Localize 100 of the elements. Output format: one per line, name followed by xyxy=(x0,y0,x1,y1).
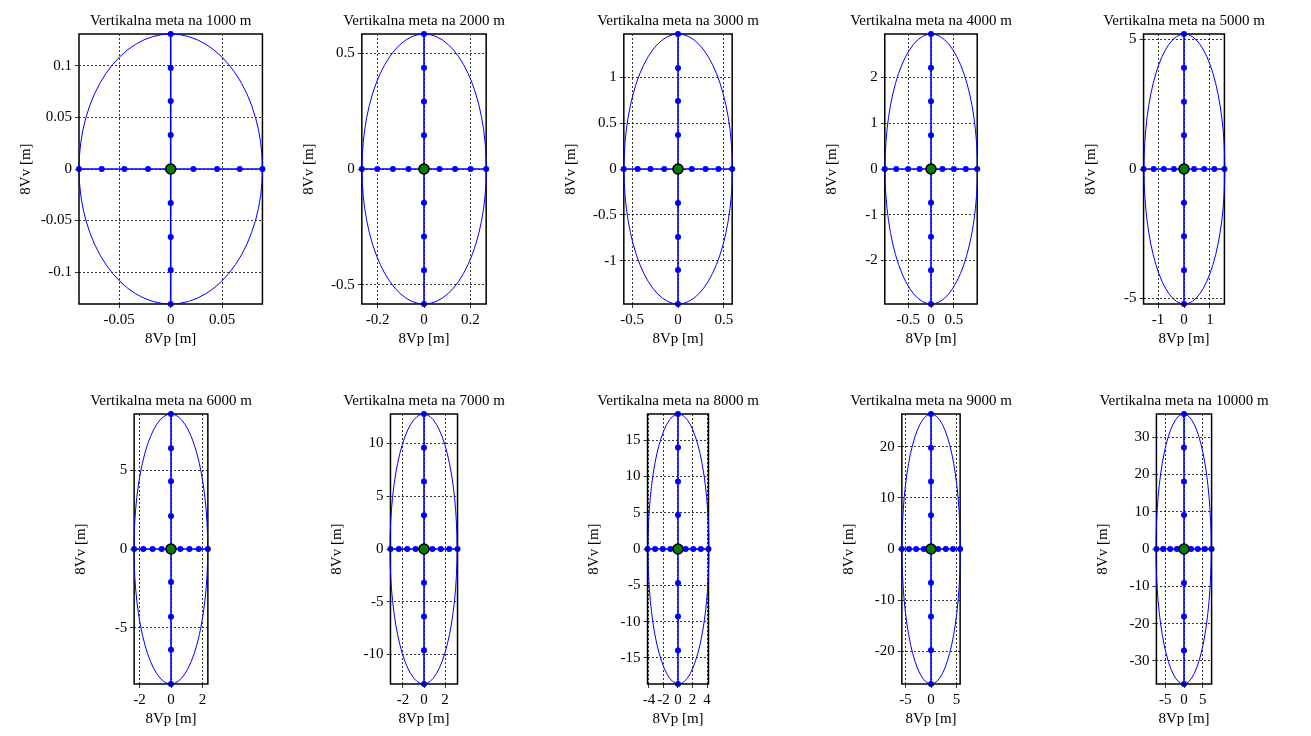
x-tick-label: 4 xyxy=(703,690,712,707)
y-tick-label: -0.1 xyxy=(48,262,73,279)
x-tick-label: 2 xyxy=(441,690,449,707)
y-tick-label: 5 xyxy=(633,503,641,520)
x-tick-label: 0 xyxy=(927,310,935,327)
y-tick-label: 5 xyxy=(119,461,128,478)
x-tick-label: 0 xyxy=(674,690,682,707)
x-tick-label: -2 xyxy=(133,690,146,707)
y-tick-label: 20 xyxy=(879,437,895,454)
y-tick-label: -5 xyxy=(628,576,641,593)
y-axis-title: 8Vv [m] xyxy=(585,523,602,575)
y-tick-label: 0 xyxy=(375,539,384,556)
y-tick-label: -10 xyxy=(874,591,895,608)
x-axis-title: 8Vp [m] xyxy=(905,329,957,346)
y-tick-label: 0 xyxy=(347,159,355,176)
y-tick-label: -0.5 xyxy=(331,275,355,292)
y-tick-label: 10 xyxy=(879,488,895,505)
y-axis-title: 8Vv [m] xyxy=(561,143,578,195)
y-tick-label: 0 xyxy=(1141,539,1150,556)
y-tick-label: 0 xyxy=(887,539,895,556)
y-tick-label: 0.05 xyxy=(46,108,73,125)
y-tick-label: -0.05 xyxy=(41,211,73,228)
y-tick-label: 10 xyxy=(368,434,384,451)
chart-title: Vertikalna meta na 9000 m xyxy=(850,392,1013,408)
x-tick-label: 0 xyxy=(167,310,175,327)
y-tick-label: 0 xyxy=(1129,159,1137,176)
x-tick-label: -4 xyxy=(642,690,656,707)
x-axis-title: 8Vp [m] xyxy=(398,329,450,346)
y-axis-title: 8Vv [m] xyxy=(299,143,316,195)
x-tick-label: 5 xyxy=(952,690,961,707)
y-tick-label: 2 xyxy=(870,68,878,85)
x-tick-label: -2 xyxy=(657,690,670,707)
x-tick-label: 0 xyxy=(420,690,428,707)
y-tick-label: 20 xyxy=(1134,465,1150,482)
y-tick-label: -5 xyxy=(1124,289,1137,306)
y-tick-label: 15 xyxy=(625,431,641,448)
x-tick-label: 2 xyxy=(198,690,207,707)
x-tick-label: 0 xyxy=(674,310,682,327)
x-tick-label: 0 xyxy=(927,690,935,707)
y-tick-label: -5 xyxy=(370,592,384,609)
x-tick-label: -5 xyxy=(1159,690,1172,707)
y-tick-label: -5 xyxy=(114,618,128,635)
y-tick-label: 0.5 xyxy=(336,43,355,60)
chart-title: Vertikalna meta na 4000 m xyxy=(850,12,1013,28)
y-axis-title: 8Vv [m] xyxy=(17,143,34,195)
chart-title: Vertikalna meta na 3000 m xyxy=(597,12,760,28)
y-tick-label: -20 xyxy=(1129,614,1150,631)
y-tick-label: -10 xyxy=(620,612,641,629)
x-tick-label: -0.2 xyxy=(365,310,390,327)
x-axis-title: 8Vp [m] xyxy=(652,329,704,346)
y-tick-label: 1 xyxy=(609,68,617,85)
y-axis-title: 8Vv [m] xyxy=(839,523,856,575)
x-axis-title: 8Vp [m] xyxy=(145,329,197,346)
y-tick-label: 5 xyxy=(375,487,384,504)
x-axis-title: 8Vp [m] xyxy=(652,709,704,726)
y-tick-label: 10 xyxy=(1134,502,1150,519)
y-axis-title: 8Vv [m] xyxy=(328,523,345,575)
y-tick-label: -30 xyxy=(1129,651,1150,668)
y-tick-label: -1 xyxy=(865,205,878,222)
y-tick-label: 1 xyxy=(870,114,878,131)
y-tick-label: 0.5 xyxy=(598,114,617,131)
x-axis-title: 8Vp [m] xyxy=(1158,709,1210,726)
y-tick-label: -1 xyxy=(604,251,617,268)
x-tick-label: -0.5 xyxy=(896,310,920,327)
chart-title: Vertikalna meta na 2000 m xyxy=(343,12,506,28)
x-tick-label: -1 xyxy=(1151,310,1165,327)
y-tick-label: 30 xyxy=(1134,428,1150,445)
y-tick-label: 10 xyxy=(625,467,641,484)
chart-title: Vertikalna meta na 5000 m xyxy=(1103,12,1266,28)
y-axis-title: 8Vv [m] xyxy=(822,143,839,195)
y-tick-label: -20 xyxy=(874,642,895,659)
y-tick-label: 5 xyxy=(1129,30,1137,47)
chart-title: Vertikalna meta na 7000 m xyxy=(343,392,506,408)
x-tick-label: 0 xyxy=(1180,690,1188,707)
x-axis-title: 8Vp [m] xyxy=(145,709,197,726)
x-tick-label: 0.5 xyxy=(714,310,734,327)
x-tick-label: 0 xyxy=(1180,310,1188,327)
y-tick-label: 0.1 xyxy=(53,56,73,73)
chart-title: Vertikalna meta na 6000 m xyxy=(90,392,253,408)
x-tick-label: 2 xyxy=(688,690,697,707)
y-tick-label: -2 xyxy=(865,251,878,268)
y-tick-label: 0 xyxy=(64,159,73,176)
y-axis-title: 8Vv [m] xyxy=(72,523,89,575)
x-tick-label: 0.05 xyxy=(209,310,236,327)
x-tick-label: 0 xyxy=(167,690,175,707)
x-tick-label: 0 xyxy=(420,310,428,327)
y-axis-title: 8Vv [m] xyxy=(1081,143,1098,195)
x-tick-label: 1 xyxy=(1206,310,1214,327)
chart-title: Vertikalna meta na 10000 m xyxy=(1099,392,1269,408)
y-tick-label: 0 xyxy=(609,159,617,176)
chart-title: Vertikalna meta na 1000 m xyxy=(90,12,253,28)
x-tick-label: 5 xyxy=(1198,690,1207,707)
x-axis-title: 8Vp [m] xyxy=(398,709,450,726)
x-tick-label: 0.2 xyxy=(461,310,480,327)
chart-title: Vertikalna meta na 8000 m xyxy=(597,392,760,408)
y-tick-label: -10 xyxy=(1129,577,1150,594)
y-tick-label: 0 xyxy=(119,539,128,556)
y-tick-label: 0 xyxy=(870,159,878,176)
y-axis-title: 8Vv [m] xyxy=(1094,523,1111,575)
x-axis-title: 8Vp [m] xyxy=(1158,329,1210,346)
